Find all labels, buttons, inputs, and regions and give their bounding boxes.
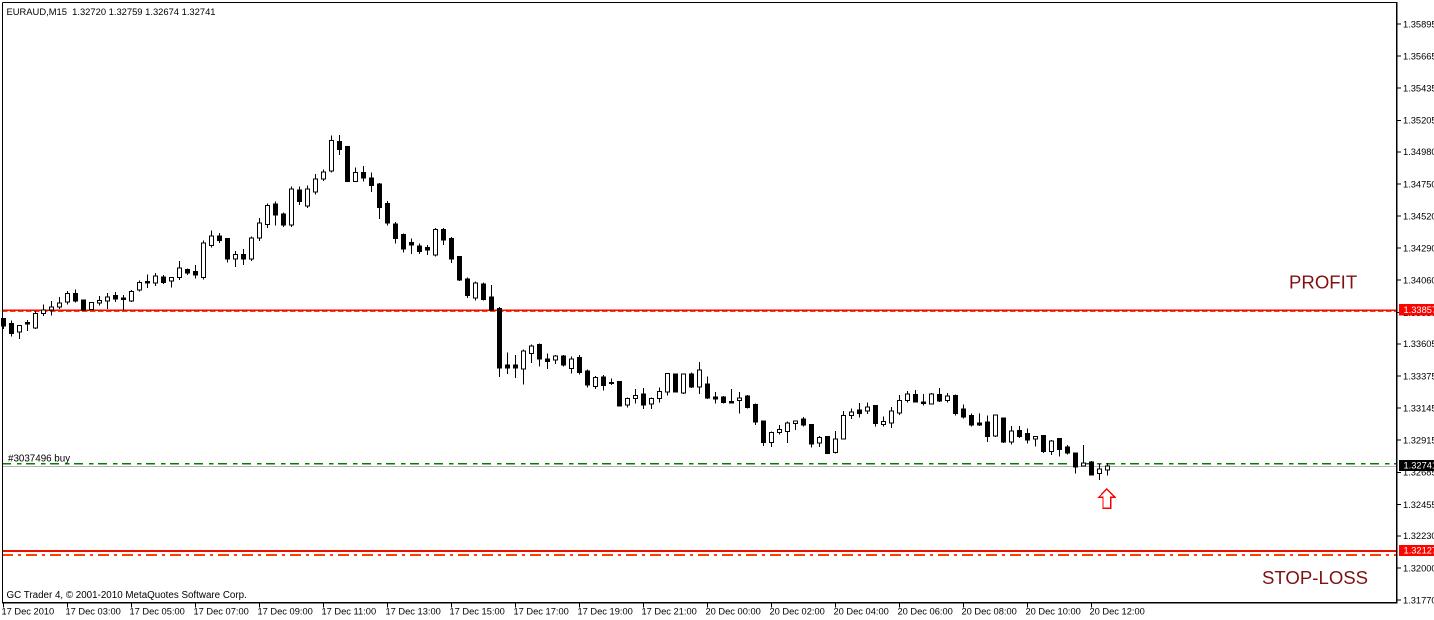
- svg-text:17 Dec 2010: 17 Dec 2010: [2, 607, 55, 617]
- svg-text:1.33145: 1.33145: [1403, 403, 1434, 413]
- svg-text:1.32685: 1.32685: [1403, 468, 1434, 478]
- svg-text:1.34750: 1.34750: [1403, 179, 1434, 189]
- svg-text:17 Dec 13:00: 17 Dec 13:00: [386, 607, 441, 617]
- svg-text:1.32741: 1.32741: [1404, 461, 1434, 471]
- svg-text:17 Dec 03:00: 17 Dec 03:00: [66, 607, 121, 617]
- svg-text:20 Dec 00:00: 20 Dec 00:00: [706, 607, 761, 617]
- svg-text:17 Dec 21:00: 17 Dec 21:00: [642, 607, 697, 617]
- svg-text:20 Dec 12:00: 20 Dec 12:00: [1090, 607, 1145, 617]
- svg-text:1.32455: 1.32455: [1403, 500, 1434, 510]
- svg-text:17 Dec 11:00: 17 Dec 11:00: [322, 607, 377, 617]
- svg-text:17 Dec 05:00: 17 Dec 05:00: [130, 607, 185, 617]
- svg-text:20 Dec 02:00: 20 Dec 02:00: [770, 607, 825, 617]
- svg-text:1.35205: 1.35205: [1403, 116, 1434, 126]
- svg-text:1.35435: 1.35435: [1403, 84, 1434, 94]
- svg-text:1.34290: 1.34290: [1403, 244, 1434, 254]
- svg-text:1.32230: 1.32230: [1403, 531, 1434, 541]
- svg-text:GC Trader 4, © 2001-2010 MetaQ: GC Trader 4, © 2001-2010 MetaQuotes Soft…: [7, 590, 247, 601]
- svg-text:1.34980: 1.34980: [1403, 147, 1434, 157]
- svg-text:EURAUD,M15 1.32720 1.32759 1.: EURAUD,M15 1.32720 1.32759 1.32674 1.327…: [7, 6, 216, 17]
- svg-text:17 Dec 15:00: 17 Dec 15:00: [450, 607, 505, 617]
- svg-text:1.33605: 1.33605: [1403, 339, 1434, 349]
- svg-text:1.31770: 1.31770: [1403, 596, 1434, 606]
- svg-text:1.32915: 1.32915: [1403, 436, 1434, 446]
- svg-text:1.34060: 1.34060: [1403, 276, 1434, 286]
- svg-text:1.32127: 1.32127: [1404, 546, 1434, 556]
- svg-text:20 Dec 06:00: 20 Dec 06:00: [898, 607, 953, 617]
- svg-text:1.35665: 1.35665: [1403, 52, 1434, 62]
- svg-text:17 Dec 07:00: 17 Dec 07:00: [194, 607, 249, 617]
- svg-text:17 Dec 09:00: 17 Dec 09:00: [258, 607, 313, 617]
- svg-text:20 Dec 10:00: 20 Dec 10:00: [1026, 607, 1081, 617]
- svg-text:PROFIT: PROFIT: [1289, 271, 1357, 292]
- svg-text:20 Dec 04:00: 20 Dec 04:00: [834, 607, 889, 617]
- svg-text:1.33857: 1.33857: [1404, 305, 1434, 315]
- svg-text:1.32000: 1.32000: [1403, 563, 1434, 573]
- svg-text:20 Dec 08:00: 20 Dec 08:00: [962, 607, 1017, 617]
- svg-text:17 Dec 17:00: 17 Dec 17:00: [514, 607, 569, 617]
- svg-text:17 Dec 19:00: 17 Dec 19:00: [578, 607, 633, 617]
- svg-text:1.34520: 1.34520: [1403, 211, 1434, 221]
- svg-text:#3037496 buy: #3037496 buy: [8, 453, 70, 464]
- svg-text:1.35895: 1.35895: [1403, 19, 1434, 29]
- svg-text:1.33375: 1.33375: [1403, 371, 1434, 381]
- svg-text:STOP-LOSS: STOP-LOSS: [1262, 567, 1368, 588]
